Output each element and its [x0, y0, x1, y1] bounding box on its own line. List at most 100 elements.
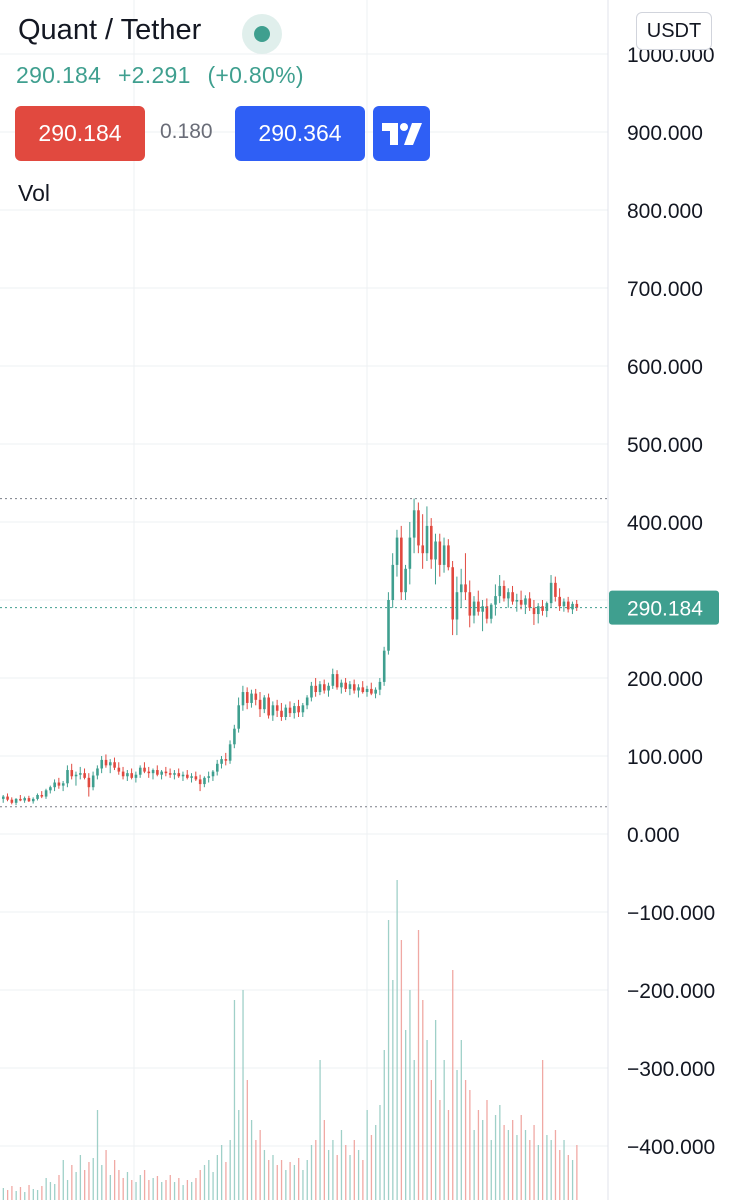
volume-bar: [96, 1110, 99, 1200]
candle-body: [301, 705, 305, 713]
reference-lines: [0, 498, 608, 808]
volume-bar: [571, 1160, 574, 1200]
volume-bar: [413, 1060, 415, 1200]
volume-bar: [62, 1160, 64, 1200]
volume-bar: [41, 1186, 43, 1200]
volume-bar: [229, 1140, 231, 1200]
volume-bar: [353, 1140, 355, 1200]
candle-body: [275, 705, 279, 711]
candle-body: [113, 762, 116, 768]
candle-body: [10, 799, 14, 803]
y-tick-label: −400.000: [627, 1136, 715, 1159]
candle-body: [374, 689, 377, 694]
candle-body: [370, 688, 373, 694]
sell-button[interactable]: 290.184: [15, 106, 145, 161]
volume-bar: [392, 980, 394, 1200]
y-tick-label: 800.000: [627, 200, 703, 223]
candle-body: [250, 693, 253, 703]
volume-bar: [216, 1155, 218, 1200]
candle-body: [511, 592, 514, 602]
volume-bar: [36, 1190, 39, 1200]
volume-bar: [546, 1135, 548, 1200]
candle-body: [293, 706, 296, 714]
candle-body: [109, 762, 112, 766]
spread-value: 0.180: [160, 120, 213, 143]
volume-bar: [139, 1175, 141, 1200]
volume-bar: [126, 1172, 129, 1200]
candle-body: [459, 584, 463, 593]
volume-bar: [195, 1178, 197, 1200]
volume-bar: [101, 1165, 103, 1200]
candle-body: [519, 600, 523, 605]
volume-bar: [563, 1140, 565, 1200]
candle-body: [575, 603, 579, 608]
candle-body: [438, 541, 442, 565]
candle-body: [545, 603, 549, 611]
candle-body: [562, 601, 566, 607]
volume-bar: [203, 1165, 206, 1200]
volume-bar: [49, 1182, 52, 1200]
candle-body: [100, 759, 104, 769]
candle-body: [23, 798, 26, 801]
volume-bar: [75, 1172, 77, 1200]
candle-body: [442, 545, 446, 565]
volume-bar: [486, 1100, 488, 1200]
volume-bar: [289, 1162, 291, 1200]
volume-bar: [405, 1030, 407, 1200]
grid: [0, 0, 609, 1200]
tradingview-logo-glyph: [381, 122, 422, 145]
candle-body: [138, 767, 142, 775]
volume-bar: [148, 1180, 150, 1200]
volume-bar: [533, 1125, 535, 1200]
candle-body: [344, 682, 347, 689]
candle-body: [228, 744, 232, 761]
volume-bar: [298, 1158, 300, 1200]
candle-body: [361, 687, 365, 693]
volume-bar: [503, 1125, 505, 1200]
volume-bar: [323, 1120, 325, 1200]
candle-body: [245, 692, 249, 703]
candle-body: [554, 582, 557, 597]
candle-body: [541, 606, 544, 611]
candle-body: [194, 776, 198, 780]
volume-bar: [293, 1165, 296, 1200]
candle-body: [489, 604, 493, 619]
candle-body: [451, 567, 454, 620]
candle-body: [417, 510, 420, 546]
candle-body: [455, 592, 459, 620]
candle-body: [224, 759, 228, 761]
tradingview-logo-icon[interactable]: [373, 106, 430, 161]
volume-bar: [233, 1000, 236, 1200]
candle-body: [571, 603, 574, 610]
volume-bar: [340, 1130, 343, 1200]
volume-bar: [464, 1080, 467, 1200]
volume-bar: [422, 1000, 424, 1200]
volume-bar: [469, 1090, 471, 1200]
candle-body: [477, 601, 480, 612]
volume-bar: [242, 990, 244, 1200]
candle-body: [335, 674, 339, 688]
volume-bar: [417, 930, 420, 1200]
candle-body: [464, 584, 467, 593]
candle-body: [400, 537, 403, 593]
volume-bar: [499, 1105, 501, 1200]
volume-bar: [2, 1188, 4, 1200]
volume-bar: [250, 1120, 253, 1200]
volume-bar: [152, 1178, 154, 1200]
volume-bar: [409, 990, 411, 1200]
currency-button[interactable]: USDT: [636, 12, 712, 50]
candle-body: [186, 774, 189, 778]
candle-body: [173, 773, 176, 775]
candle-body: [211, 771, 215, 777]
candle-body: [126, 773, 129, 777]
volume-bar: [306, 1160, 308, 1200]
candle-body: [117, 767, 121, 772]
candle-body: [297, 706, 300, 713]
volume-bar: [122, 1178, 124, 1200]
buy-button[interactable]: 290.364: [235, 106, 365, 161]
volume-bar: [199, 1170, 201, 1200]
volume-bars: [2, 880, 578, 1200]
volume-bar: [79, 1155, 82, 1200]
volume-bar: [109, 1175, 111, 1200]
